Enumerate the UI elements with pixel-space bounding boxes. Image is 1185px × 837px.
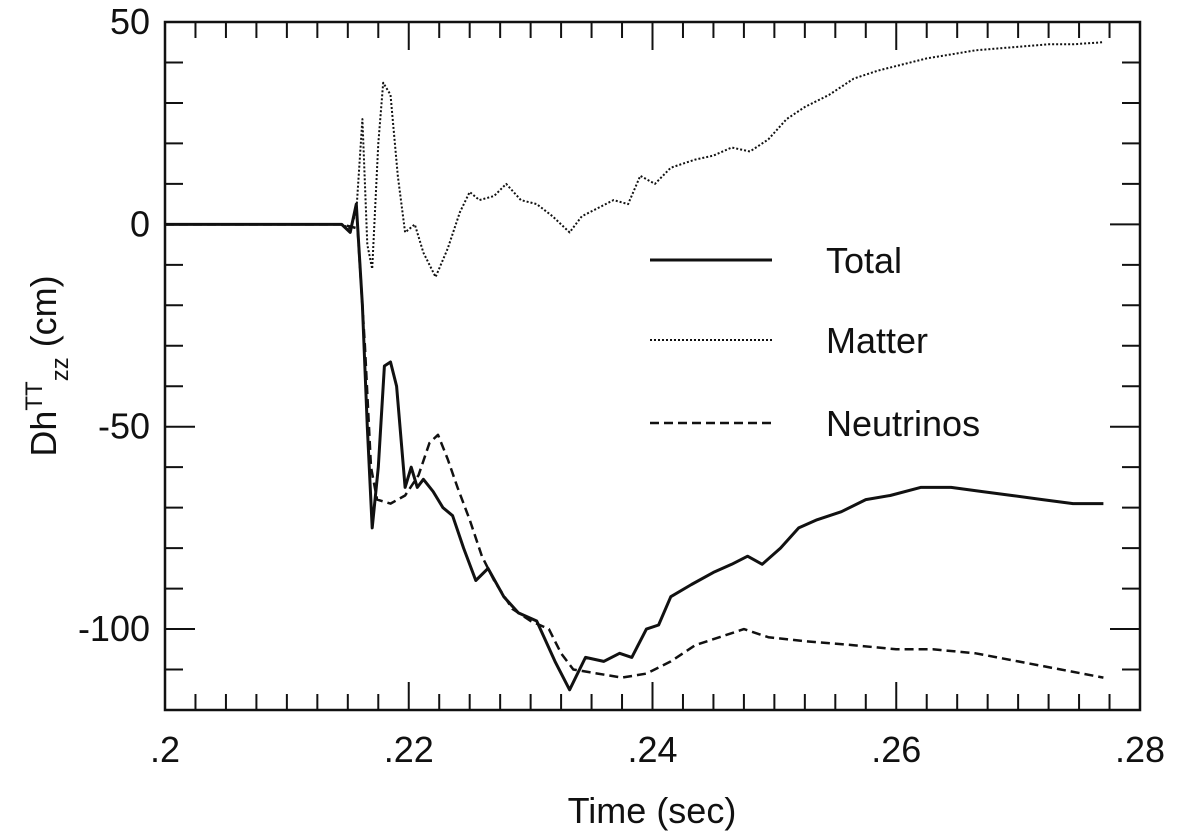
y-axis-label-sup: TT [21,381,48,411]
y-tick-label: -50 [98,406,150,447]
x-tick-label: .26 [871,729,921,770]
y-axis-label-unit: (cm) [23,275,64,357]
axis-ticks [164,21,1141,711]
y-tick-label: 0 [130,203,150,244]
x-axis-label: Time (sec) [568,790,737,831]
y-axis-label-main: Dh [23,411,64,457]
x-tick-label: .24 [627,729,677,770]
series-layer [165,41,1104,692]
series-line-matter [165,41,1104,278]
series-line-total [165,202,1104,692]
legend-label-neutrinos: Neutrinos [826,403,980,444]
tick-labels: .2 .22 .24 .26 .28 50 0 -50 -100 [78,1,1165,770]
x-tick-label: .28 [1115,729,1165,770]
series-line-neutrinos [165,223,1104,679]
y-tick-label: -100 [78,608,150,649]
legend-label-total: Total [826,240,902,281]
y-axis-label: DhTTzz (cm) [21,275,74,456]
y-tick-label: 50 [110,1,150,42]
x-tick-label: .2 [150,729,180,770]
y-axis-label-sub: zz [47,357,74,381]
x-tick-label: .22 [384,729,434,770]
legend: Total Matter Neutrinos [650,240,980,444]
plot-frame [163,20,1142,712]
legend-label-matter: Matter [826,320,928,361]
